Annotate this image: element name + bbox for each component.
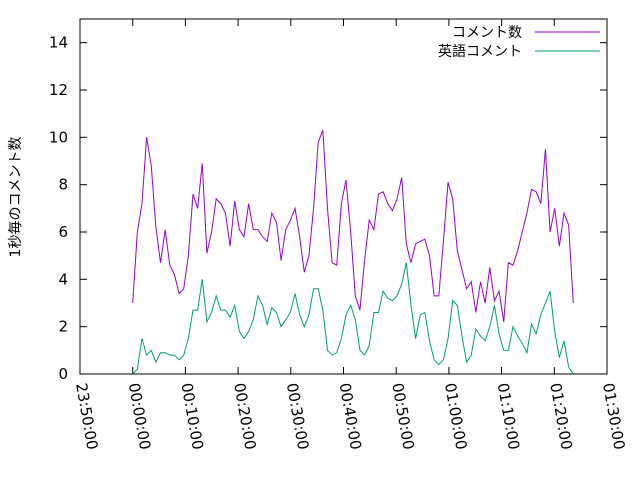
y-tick-label: 14 [49,34,68,52]
x-tick-label: 01:10:00 [494,382,523,451]
y-tick-label: 0 [58,365,68,383]
x-tick-label: 00:10:00 [177,382,206,451]
x-tick-label: 00:20:00 [230,382,259,451]
legend-label: コメント数 [452,25,522,41]
x-tick-label: 01:20:00 [546,382,575,451]
y-tick-label: 10 [49,128,68,146]
x-tick-label: 01:30:00 [599,382,628,451]
y-tick-label: 6 [58,223,68,241]
legend-label: 英語コメント [438,43,522,60]
series-line [132,130,574,323]
x-tick-label: 01:00:00 [441,382,470,451]
y-tick-label: 2 [58,318,68,336]
plot-border [79,18,608,375]
y-tick-label: 4 [58,270,68,288]
x-tick-label: 00:00:00 [125,382,154,451]
x-tick-label: 00:30:00 [283,382,312,451]
x-tick-label: 23:50:00 [72,382,101,451]
x-tick-label: 00:40:00 [336,382,365,451]
y-axis-label: 1秒毎のコメント数 [8,137,24,258]
y-tick-label: 8 [58,176,68,194]
y-tick-label: 12 [49,81,68,99]
x-tick-label: 00:50:00 [388,382,417,451]
series-line [132,262,574,375]
